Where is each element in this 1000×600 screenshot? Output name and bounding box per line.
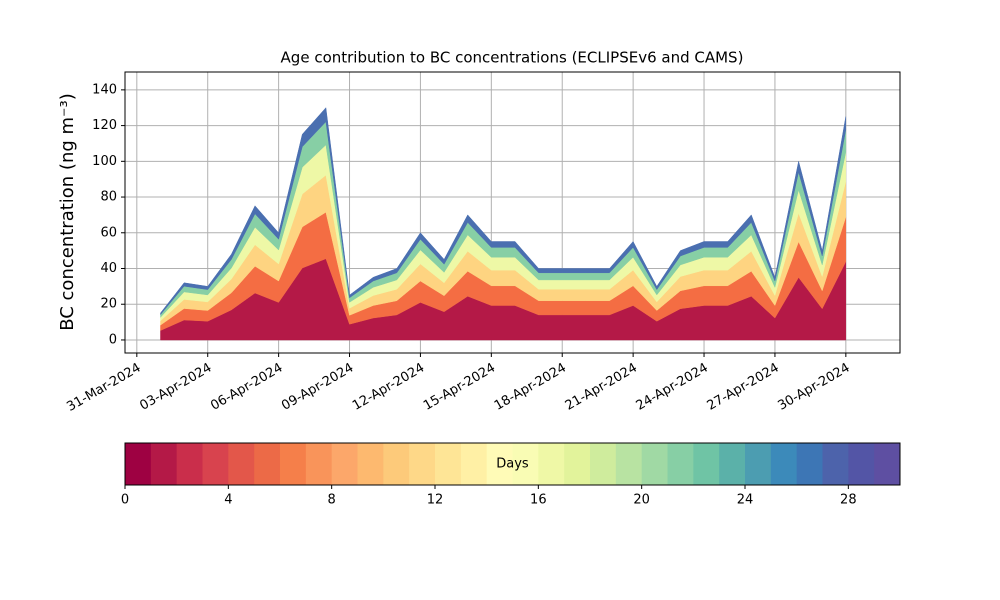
y-tick-label: 20	[100, 297, 117, 312]
colorbar-bin	[357, 443, 384, 485]
colorbar-bin	[822, 443, 849, 485]
colorbar-bin	[460, 443, 488, 485]
x-tick-label: 15-Apr-2024	[421, 361, 498, 414]
colorbar-bin	[590, 443, 617, 485]
colorbar-tick-label: 0	[121, 493, 129, 508]
colorbar-bin	[383, 443, 410, 485]
y-tick-label: 120	[92, 118, 117, 133]
colorbar-tick-label: 16	[530, 493, 547, 508]
colorbar-tick-label: 8	[328, 493, 336, 508]
colorbar-bin	[693, 443, 720, 485]
x-tick-label: 18-Apr-2024	[492, 361, 569, 414]
colorbar-bin	[848, 443, 875, 485]
colorbar-bin	[770, 443, 798, 485]
x-tick-label: 09-Apr-2024	[279, 361, 356, 414]
colorbar-bin	[280, 443, 307, 485]
colorbar-bin	[305, 443, 333, 485]
colorbar-bin	[538, 443, 565, 485]
x-tick-label: 27-Apr-2024	[705, 361, 782, 414]
colorbar-bin	[228, 443, 255, 485]
y-tick-label: 40	[100, 261, 117, 276]
colorbar-tick-label: 24	[737, 493, 754, 508]
y-tick-label: 60	[100, 225, 117, 240]
x-tick-label: 12-Apr-2024	[350, 361, 427, 414]
colorbar-frame	[124, 442, 901, 486]
colorbar-bin	[745, 443, 772, 485]
x-tick-label: 24-Apr-2024	[634, 361, 711, 414]
colorbar-bin	[796, 443, 823, 485]
y-axis-label: BC concentration (ng m⁻³)	[57, 93, 78, 331]
colorbar-bin	[409, 443, 436, 485]
colorbar-bin	[150, 443, 178, 485]
x-tick-label: 06-Apr-2024	[208, 361, 285, 414]
chart-title: Age contribution to BC concentrations (E…	[281, 49, 744, 67]
area-layer	[160, 107, 847, 316]
y-tick-label: 0	[109, 332, 117, 347]
colorbar-bin	[331, 443, 358, 485]
colorbar-tick-label: 12	[427, 493, 444, 508]
colorbar-tick-label: 28	[840, 493, 857, 508]
colorbar-bin	[874, 443, 901, 485]
y-tick-label: 100	[92, 154, 117, 169]
colorbar-bin	[254, 443, 281, 485]
colorbar-bin	[202, 443, 229, 485]
x-tick-label: 31-Mar-2024	[64, 361, 143, 415]
y-tick-label: 80	[100, 190, 117, 205]
colorbar-bin	[615, 443, 643, 485]
colorbar-bin	[125, 443, 152, 485]
colorbar-bin	[176, 443, 203, 485]
x-tick-label: 03-Apr-2024	[137, 361, 214, 414]
colorbar-bin	[435, 443, 462, 485]
axes-frame	[124, 71, 901, 354]
x-tick-label: 30-Apr-2024	[775, 361, 852, 414]
colorbar-bin	[719, 443, 746, 485]
colorbar-bin	[512, 443, 539, 485]
colorbar-bin	[486, 443, 513, 485]
colorbar-tick-label: 20	[633, 493, 650, 508]
colorbar-tick-label: 4	[224, 493, 232, 508]
y-tick-label: 140	[92, 82, 117, 97]
colorbar-bin	[667, 443, 694, 485]
colorbar-bin	[564, 443, 591, 485]
x-tick-label: 21-Apr-2024	[563, 361, 640, 414]
plot-area	[160, 107, 847, 341]
colorbar-bin	[641, 443, 668, 485]
colorbar-label: Days	[496, 457, 529, 472]
